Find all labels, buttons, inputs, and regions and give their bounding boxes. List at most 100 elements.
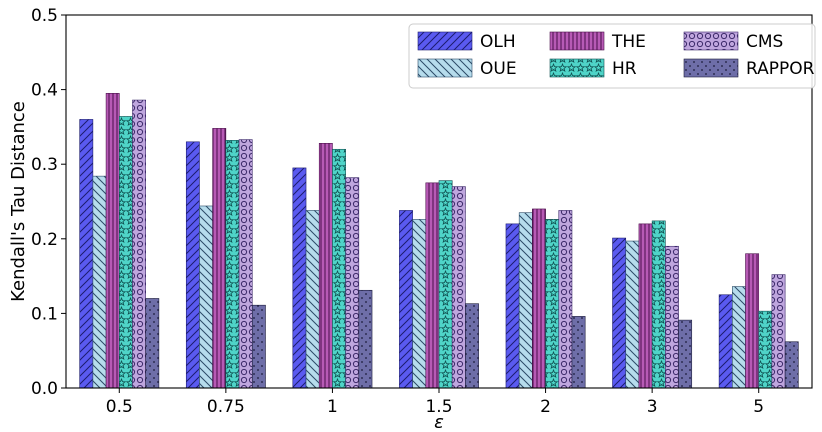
legend-label: RAPPOR — [746, 59, 815, 79]
bar-olh-1 — [292, 167, 307, 389]
legend-label: CMS — [746, 32, 783, 52]
bar-olh-0.5 — [79, 119, 94, 389]
legend-swatch-pattern — [683, 31, 739, 51]
legend-label: OUE — [480, 59, 517, 79]
bar-the-3 — [638, 223, 653, 389]
bar-olh-3 — [612, 237, 627, 389]
bar-pattern — [532, 208, 546, 389]
bar-pattern — [678, 319, 693, 389]
bar-cms-3 — [665, 245, 679, 389]
bar-pattern — [358, 289, 373, 389]
bar-the-0.75 — [212, 128, 227, 389]
bar-hr-1 — [332, 148, 346, 389]
bar-hr-1.5 — [438, 180, 453, 389]
bar-pattern — [784, 341, 799, 389]
bar-pattern — [185, 141, 200, 389]
bar-rappor-1.5 — [465, 303, 479, 389]
bar-the-5 — [745, 253, 760, 389]
bar-pattern — [665, 245, 679, 389]
bar-pattern — [399, 210, 413, 389]
x-tick-label: 1.5 — [425, 397, 452, 417]
y-tick-label: 0.4 — [31, 81, 58, 101]
y-tick-label: 0.1 — [31, 304, 58, 324]
bar-pattern — [238, 139, 253, 389]
plot-frame — [65, 14, 813, 389]
bar-pattern — [465, 303, 479, 389]
bar-the-0.5 — [105, 93, 120, 389]
bar-pattern — [451, 186, 466, 389]
legend-entry-olh: OLH — [417, 31, 516, 52]
bar-cms-1.5 — [451, 186, 466, 389]
bar-cms-1 — [345, 177, 360, 389]
legend-entry-hr: HR — [549, 58, 637, 79]
bar-the-1.5 — [425, 182, 440, 389]
legend-swatch-pattern — [549, 58, 605, 78]
bar-hr-5 — [758, 310, 773, 389]
y-tick-label: 0.5 — [31, 6, 58, 26]
bar-pattern — [518, 212, 533, 389]
bar-rappor-3 — [678, 319, 693, 389]
bar-oue-0.75 — [199, 205, 213, 389]
bar-cms-2 — [558, 210, 573, 389]
bar-pattern — [758, 310, 773, 389]
bar-oue-5 — [732, 286, 746, 389]
bar-pattern — [292, 167, 307, 389]
bar-pattern — [625, 240, 640, 389]
legend-swatch-pattern — [683, 58, 739, 78]
bar-olh-1.5 — [399, 210, 413, 389]
legend: OLH OUE THE HR CMS RAPPOR — [408, 23, 816, 89]
bar-pattern — [732, 286, 746, 389]
bar-pattern — [305, 210, 320, 389]
bar-hr-0.75 — [225, 140, 240, 389]
bar-cms-0.5 — [132, 99, 146, 389]
axes-layer: 0.5 0.75 1 1.5 2 3 5 0.0 0.1 0.2 0.3 0.4 0.5 Kendall'… — [8, 6, 813, 432]
bar-pattern — [212, 128, 227, 389]
bar-pattern — [79, 119, 94, 389]
bar-pattern — [425, 182, 440, 389]
y-axis-label: Kendall's Tau Distance — [8, 101, 29, 302]
x-tick-label: 1 — [327, 397, 338, 417]
legend-entry-rappor: RAPPOR — [683, 58, 815, 79]
x-axis-label: ε — [434, 412, 444, 432]
bar-cms-5 — [771, 274, 786, 389]
bar-pattern — [505, 223, 520, 389]
bar-oue-3 — [625, 240, 640, 389]
bar-pattern — [612, 237, 627, 389]
bar-pattern — [771, 274, 786, 389]
bar-pattern — [92, 175, 107, 389]
bar-cms-0.75 — [238, 139, 253, 389]
bar-olh-0.75 — [185, 141, 200, 389]
bar-pattern — [199, 205, 213, 389]
bar-pattern — [225, 140, 240, 389]
bar-pattern — [571, 316, 586, 389]
bar-pattern — [318, 143, 333, 389]
legend-label: OLH — [480, 32, 516, 52]
legend-label: THE — [611, 32, 646, 52]
bar-pattern — [145, 298, 160, 389]
bar-olh-2 — [505, 223, 520, 389]
bar-the-2 — [532, 208, 546, 389]
bar-pattern — [745, 253, 760, 389]
legend-swatch-pattern — [549, 31, 605, 51]
bar-pattern — [412, 219, 427, 389]
y-tick-label: 0.2 — [31, 230, 58, 250]
bar-rappor-2 — [571, 316, 586, 389]
x-tick-label: 0.5 — [106, 397, 133, 417]
bar-oue-0.5 — [92, 175, 107, 389]
x-tick-label: 3 — [647, 397, 658, 417]
bar-hr-0.5 — [118, 116, 133, 389]
x-tick-label: 0.75 — [207, 397, 245, 417]
bar-pattern — [251, 304, 266, 389]
bar-oue-2 — [518, 212, 533, 389]
x-tick-label: 2 — [540, 397, 551, 417]
bar-pattern — [118, 116, 133, 389]
bar-pattern — [105, 93, 120, 389]
bar-pattern — [558, 210, 573, 389]
bar-pattern — [438, 180, 453, 389]
legend-entry-the: THE — [549, 31, 646, 52]
legend-label: HR — [612, 59, 637, 79]
bar-rappor-0.5 — [145, 298, 160, 389]
bars-layer — [79, 93, 799, 389]
bar-pattern — [651, 220, 666, 389]
